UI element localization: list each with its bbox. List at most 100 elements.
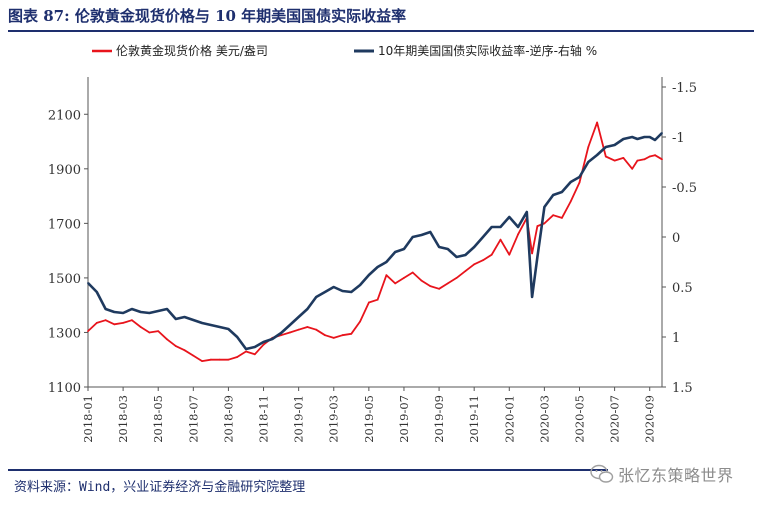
series-gold-point <box>643 158 646 161</box>
series-gold-point <box>596 121 598 124</box>
series-gold-point <box>306 326 309 328</box>
series-gold-point <box>253 353 256 356</box>
series-yield-point <box>139 311 142 313</box>
series-gold-point <box>359 320 361 323</box>
x-tick-label: 2020-01 <box>502 395 516 443</box>
right-tick-label: 1 <box>672 331 680 346</box>
series-gold-point <box>368 301 370 304</box>
series-yield-point <box>613 144 616 146</box>
series-gold-point <box>403 277 405 279</box>
series-yield-point <box>245 348 247 350</box>
series-gold-point <box>157 330 160 332</box>
series-gold-point <box>536 225 539 228</box>
series-gold-point <box>297 328 300 331</box>
series-gold-point <box>183 349 186 352</box>
series-gold-point <box>561 217 563 219</box>
series-yield-point <box>201 322 204 324</box>
series-yield-point <box>376 266 379 268</box>
series-gold-point <box>104 319 107 322</box>
series-gold-point <box>552 214 555 217</box>
series-yield-point <box>359 284 361 286</box>
series-yield-point <box>648 136 651 138</box>
series-yield-point <box>350 291 353 293</box>
series-yield-point <box>499 226 502 228</box>
series-yield-point <box>531 296 533 298</box>
x-tick-label: 2019-03 <box>327 395 341 443</box>
x-tick-label: 2019-11 <box>467 395 481 443</box>
x-tick-label: 2019-05 <box>362 395 376 443</box>
series-yield-point <box>210 324 212 326</box>
x-tick-label: 2018-03 <box>116 395 130 443</box>
left-tick-label: 2100 <box>48 108 81 123</box>
series-yield-point <box>218 326 221 328</box>
x-tick-label: 2020-03 <box>537 395 551 443</box>
x-tick-label: 2018-05 <box>151 395 165 443</box>
series-yield-point <box>87 282 89 284</box>
series-yield-point <box>631 136 634 138</box>
series-yield <box>87 132 663 351</box>
series-yield-point <box>394 251 397 253</box>
series-yield-point <box>332 286 335 288</box>
series-gold-point <box>245 350 247 353</box>
title-bar: 图表 87: 伦敦黄金现货价格与 10 年期美国国债实际收益率 <box>8 4 754 32</box>
right-tick-label: 0.5 <box>672 281 693 296</box>
series-yield-point <box>131 308 133 310</box>
series-gold-point <box>661 158 663 161</box>
series-yield-point <box>587 161 590 163</box>
right-tick-label: 1.5 <box>672 381 693 396</box>
series-gold-point <box>324 334 326 337</box>
wechat-icon <box>590 464 614 483</box>
series-yield-point <box>596 154 598 156</box>
series-gold-point <box>648 155 651 158</box>
series-yield-line <box>87 132 663 351</box>
right-tick-label: 0 <box>672 231 680 246</box>
series-gold-point <box>473 263 476 266</box>
series-gold-point <box>227 358 230 361</box>
series-yield-point <box>385 261 388 263</box>
series-gold-point <box>174 345 177 347</box>
footer-rule <box>8 469 608 471</box>
series-yield-point <box>368 274 370 276</box>
x-tick-label: 2018-01 <box>81 395 95 443</box>
series-gold-point <box>166 338 168 341</box>
series-gold-point <box>578 181 581 184</box>
series-yield-point <box>446 248 449 250</box>
chart: 伦敦黄金现货价格 美元/盎司 10年期美国国债实际收益率-逆序-右轴 % 110… <box>48 43 697 443</box>
x-tick-label: 2020-05 <box>572 395 586 443</box>
series-gold-point <box>604 155 607 158</box>
series-gold-point <box>210 358 212 361</box>
watermark-text: 张忆东策略世界 <box>618 466 734 485</box>
series-yield-point <box>536 256 539 258</box>
series-yield-point <box>315 296 318 298</box>
series-gold-point <box>499 238 502 241</box>
watermark: 张忆东策略世界 <box>590 462 734 486</box>
series-gold-point <box>508 253 511 256</box>
series-yield-point <box>148 312 151 314</box>
legend-label-yield: 10年期美国国债实际收益率-逆序-右轴 % <box>378 43 597 58</box>
series-gold-point <box>490 253 493 256</box>
series-yield-point <box>429 231 432 233</box>
source-note: 资料来源：Wind，兴业证券经济与金融研究院整理 <box>14 480 306 495</box>
series-gold-point <box>376 298 379 301</box>
series-yield-point <box>561 191 563 193</box>
series-yield-point <box>604 146 607 148</box>
series-gold-point <box>411 271 414 274</box>
series-gold-point <box>113 323 116 326</box>
series-yield-point <box>113 311 116 313</box>
series-gold-point <box>654 154 656 157</box>
series-gold-line <box>87 121 663 362</box>
series-yield-point <box>271 338 274 340</box>
right-tick-label: -0.5 <box>672 181 697 196</box>
x-tick-label: 2020-09 <box>643 395 657 443</box>
series-gold-point <box>482 259 484 262</box>
series-gold-point <box>438 287 440 290</box>
x-tick-label: 2018-07 <box>186 395 200 443</box>
series-gold-point <box>569 200 572 203</box>
series-yield-point <box>174 318 177 320</box>
series-yield-point <box>464 254 467 256</box>
series-gold-point <box>531 252 533 255</box>
series-yield-point <box>552 194 555 196</box>
series-yield-point <box>508 216 511 218</box>
series-yield-point <box>543 206 546 208</box>
series-yield-point <box>525 211 528 213</box>
